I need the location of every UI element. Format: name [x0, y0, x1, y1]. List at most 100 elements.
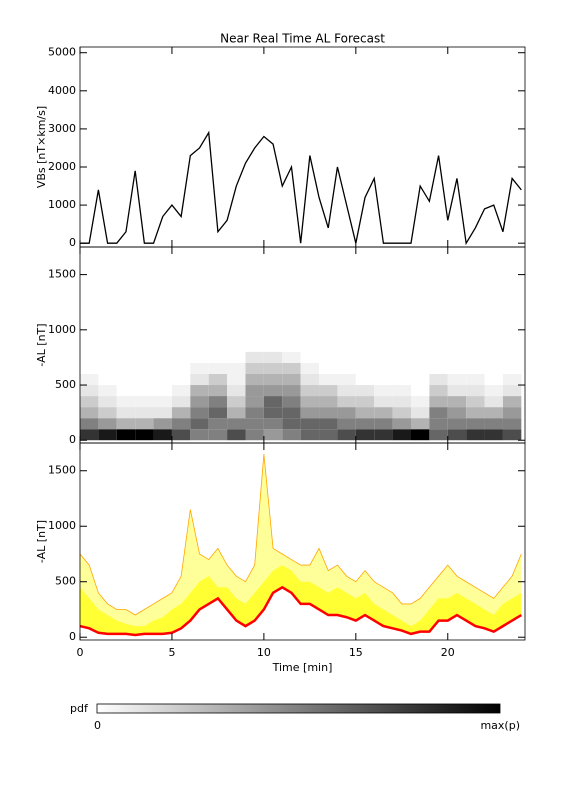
- heat-cell: [484, 396, 503, 408]
- heat-cell: [355, 396, 375, 408]
- heat-cell: [208, 373, 228, 386]
- heat-cell: [153, 396, 172, 408]
- heat-cell: [466, 396, 485, 408]
- heat-cell: [227, 351, 246, 363]
- heat-cell: [116, 429, 136, 441]
- heat-cell: [374, 362, 393, 374]
- heat-cell: [300, 418, 320, 430]
- heat-cell: [466, 418, 485, 430]
- heat-cell: [245, 429, 264, 441]
- heat-cell: [502, 373, 522, 386]
- y-tick-label: 5000: [48, 46, 76, 59]
- heat-cell: [466, 385, 485, 397]
- heat-cell: [135, 429, 154, 441]
- x-tick-label: 5: [168, 646, 175, 659]
- heat-cell: [227, 407, 246, 419]
- heat-cell: [80, 429, 99, 441]
- heat-cell: [484, 429, 503, 441]
- heat-cell: [245, 418, 264, 430]
- heat-cell: [300, 407, 320, 419]
- y-axis-label: -AL [nT]: [35, 323, 48, 366]
- y-tick-label: 2000: [48, 160, 76, 173]
- heat-cell: [171, 362, 191, 374]
- heat-cell: [208, 418, 228, 430]
- heat-cell: [392, 429, 411, 441]
- heat-cell: [153, 373, 172, 386]
- heat-cell: [410, 351, 430, 363]
- x-tick-label: 10: [257, 646, 271, 659]
- heat-cell: [447, 418, 467, 430]
- heat-cell: [337, 385, 356, 397]
- band-outline: [80, 454, 522, 616]
- heat-cell: [98, 351, 117, 363]
- heat-cell: [429, 351, 448, 363]
- y-tick-label: 0: [69, 630, 76, 643]
- heat-cell: [502, 418, 522, 430]
- heat-cell: [410, 407, 430, 419]
- heat-cell: [190, 429, 209, 441]
- heat-cell: [466, 429, 485, 441]
- heat-cell: [80, 373, 99, 386]
- heat-cell: [263, 418, 283, 430]
- heat-cell: [466, 351, 485, 363]
- y-axis-label: -AL [nT]: [35, 520, 48, 563]
- heat-cell: [227, 385, 246, 397]
- heat-cell: [429, 396, 448, 408]
- heat-cell: [263, 396, 283, 408]
- heat-cell: [116, 385, 136, 397]
- y-tick-label: 500: [55, 575, 76, 588]
- y-tick-label: 1000: [48, 198, 76, 211]
- heat-cell: [263, 362, 283, 374]
- heat-cell: [374, 385, 393, 397]
- heat-cell: [208, 407, 228, 419]
- heat-cell: [116, 373, 136, 386]
- heat-cell: [245, 351, 264, 363]
- y-tick-label: 1000: [48, 519, 76, 532]
- heat-cell: [282, 396, 301, 408]
- heat-cell: [80, 418, 99, 430]
- heat-cell: [319, 351, 338, 363]
- heat-cell: [466, 362, 485, 374]
- y-tick-label: 3000: [48, 122, 76, 135]
- heat-cell: [171, 396, 191, 408]
- x-tick-label: 0: [77, 646, 84, 659]
- heat-cell: [410, 362, 430, 374]
- heat-cell: [300, 362, 320, 374]
- heat-cell: [447, 385, 467, 397]
- heat-cell: [502, 407, 522, 419]
- heat-cell: [190, 385, 209, 397]
- heat-cell: [98, 385, 117, 397]
- heat-cell: [171, 407, 191, 419]
- heat-cell: [410, 429, 430, 441]
- heat-cell: [245, 385, 264, 397]
- heat-cell: [429, 429, 448, 441]
- heat-cell: [502, 362, 522, 374]
- x-tick-label: 15: [349, 646, 363, 659]
- heat-cell: [447, 373, 467, 386]
- heat-cell: [466, 407, 485, 419]
- heat-cell: [282, 373, 301, 386]
- plot-area: [80, 454, 522, 637]
- heat-cell: [429, 362, 448, 374]
- heat-cell: [190, 407, 209, 419]
- plot-frame: [79, 46, 526, 248]
- heat-cell: [190, 396, 209, 408]
- heat-cell: [80, 362, 99, 374]
- heat-cell: [80, 351, 99, 363]
- heat-cell: [153, 429, 172, 441]
- heat-cell: [484, 351, 503, 363]
- heat-cell: [282, 385, 301, 397]
- heat-cell: [282, 418, 301, 430]
- heat-cell: [98, 396, 117, 408]
- y-tick-label: 500: [55, 378, 76, 391]
- heat-cell: [227, 396, 246, 408]
- heat-cell: [355, 407, 375, 419]
- heat-cell: [282, 362, 301, 374]
- plot-area: [80, 130, 522, 246]
- heat-cell: [80, 407, 99, 419]
- vbs-line: [80, 130, 522, 246]
- heat-cell: [263, 407, 283, 419]
- heat-cell: [190, 418, 209, 430]
- heat-cell: [447, 407, 467, 419]
